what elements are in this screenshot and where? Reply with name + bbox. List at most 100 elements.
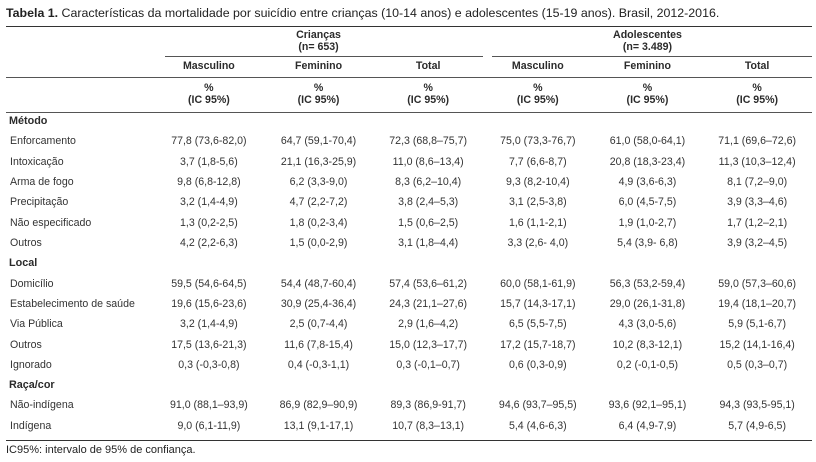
table-cell: 15,2 (14,1-16,4) (719, 338, 795, 351)
row-label: Arma de fogo (10, 175, 74, 188)
table-cell: 94,3 (93,5-95,1) (719, 399, 795, 412)
table-cell: 10,7 (8,3–13,1) (392, 419, 465, 432)
table-cell: 89,3 (86,9-91,7) (390, 399, 466, 412)
table-row: Outros 4,2 (2,2-6,3) 1,5 (0,0-2,9) 3,1 (1,8… (6, 233, 812, 253)
table-cell: 3,7 (1,8-5,6) (180, 155, 238, 168)
group-header-row: Crianças (n= 653) Adolescentes (n= 3.489) (6, 27, 812, 55)
table-row: Indígena 9,0 (6,1-11,9) 13,1 (9,1-17,1) 10,… (6, 416, 812, 436)
group-name: Crianças (296, 29, 341, 41)
table-cell: 17,2 (15,7-18,7) (500, 338, 576, 351)
table-cell: 15,0 (12,3–17,7) (389, 338, 468, 351)
row-label: Via Pública (10, 318, 63, 331)
table-cell: 19,6 (15,6-23,6) (171, 297, 247, 310)
table-body: Método Enforcamento 77,8 (73,6-82,0) 64,7 (… (6, 111, 812, 436)
unit-header: % (IC 95%) (297, 82, 340, 106)
sex-header-rule (6, 77, 812, 78)
table-cell: 3,9 (3,2–4,5) (727, 237, 788, 250)
table-cell: 71,1 (69,6–72,6) (718, 135, 796, 148)
table-caption: Características da mortalidade por suicí… (58, 6, 720, 20)
table-cell: 5,7 (4,9-6,5) (728, 419, 786, 432)
table-cell: 21,1 (16,3-25,9) (280, 155, 357, 168)
table-cell: 61,0 (58,0-64,1) (609, 135, 686, 148)
table-cell: 54,4 (48,7-60,4) (280, 277, 357, 290)
table-cell: 9,0 (6,1-11,9) (177, 419, 241, 432)
table-number: Tabela 1. (6, 6, 59, 20)
sex-header: Masculino (511, 60, 564, 72)
footnote: IC95%: intervalo de 95% de confiança. (6, 444, 196, 456)
table-cell: 4,9 (3,6-6,3) (618, 175, 677, 188)
table-cell: 1,5 (0,0-2,9) (289, 237, 348, 250)
table-row: Domicílio 59,5 (54,6-64,5) 54,4 (48,7-60,4… (6, 273, 812, 293)
table-cell: 56,3 (53,2-59,4) (609, 277, 686, 290)
sex-header: Feminino (623, 60, 671, 72)
row-label: Estabelecimento de saúde (10, 297, 135, 310)
table-cell: 3,3 (2,6- 4,0) (507, 237, 569, 250)
row-label: Outros (10, 338, 42, 351)
table-cell: 9,3 (8,2-10,4) (506, 175, 570, 188)
table-cell: 17,5 (13,6-21,3) (171, 338, 247, 351)
table-cell: 1,6 (1,1-2,1) (508, 216, 567, 229)
table-cell: 4,7 (2,2-7,2) (289, 196, 348, 209)
group-header-children: Crianças (n= 653) (154, 27, 483, 55)
top-rule (6, 26, 812, 27)
row-label: Enforcamento (10, 135, 76, 148)
table-row: Não-indígena 91,0 (88,1–93,9) 86,9 (82,9–9… (6, 395, 812, 415)
unit-header: % (IC 95%) (736, 82, 779, 106)
table-cell: 93,6 (92,1–95,1) (608, 399, 687, 412)
table-cell: 3,9 (3,3–4,6) (727, 196, 788, 209)
table-cell: 3,8 (2,4–5,3) (398, 196, 459, 209)
row-label: Indígena (10, 419, 52, 432)
row-label: Não-indígena (10, 399, 74, 412)
mortality-table: Crianças (n= 653) Adolescentes (n= 3.489) … (6, 27, 812, 436)
table-cell: 0,4 (-0,3-1,1) (287, 359, 350, 372)
table-cell: 57,4 (53,6–61,2) (389, 277, 468, 290)
table-cell: 6,2 (3,3-9,0) (289, 175, 348, 188)
sex-header: Feminino (294, 60, 343, 72)
table-cell: 29,0 (26,1-31,8) (609, 297, 686, 310)
sex-header: Masculino (182, 60, 235, 72)
table-cell: 0,3 (-0,1–0,7) (396, 359, 460, 372)
table-cell: 5,4 (4,6-6,3) (508, 419, 567, 432)
table-cell: 1,9 (1,0-2,7) (618, 216, 677, 229)
table-cell: 3,1 (2,5-3,8) (508, 196, 567, 209)
table-cell: 1,5 (0,6–2,5) (398, 216, 459, 229)
table-row: Estabelecimento de saúde 19,6 (15,6-23,6)… (6, 294, 812, 314)
table-cell: 0,2 (-0,1-0,5) (616, 359, 679, 372)
group-rule-adolescents (492, 56, 812, 57)
group-name: Adolescentes (613, 29, 682, 41)
table-cell: 11,3 (10,3–12,4) (718, 155, 796, 168)
section-heading: Local (9, 257, 38, 270)
table-cell: 4,2 (2,2-6,3) (180, 237, 238, 250)
table-cell: 5,4 (3,9- 6,8) (617, 237, 678, 250)
unit-header: % (IC 95%) (516, 82, 559, 106)
table-row: Arma de fogo 9,8 (6,8-12,8) 6,2 (3,3-9,0) 8… (6, 172, 812, 192)
bottom-rule (6, 440, 812, 441)
sex-header: Total (744, 60, 770, 72)
table-cell: 13,1 (9,1-17,1) (283, 419, 354, 432)
row-label: Domicílio (10, 277, 54, 290)
table-cell: 64,7 (59,1-70,4) (280, 135, 357, 148)
row-label: Não especificado (10, 216, 92, 229)
table-cell: 11,6 (7,8-15,4) (284, 338, 353, 351)
table-cell: 7,7 (6,6-8,7) (508, 155, 567, 168)
table-cell: 0,6 (0,3-0,9) (508, 359, 567, 372)
table-cell: 6,4 (4,9-7,9) (618, 419, 677, 432)
table-cell: 3,1 (1,8–4,4) (398, 237, 459, 250)
table-row: Ignorado 0,3 (-0,3-0,8) 0,4 (-0,3-1,1) 0,3 … (6, 355, 812, 375)
row-label: Precipitação (10, 196, 69, 209)
table-cell: 15,7 (14,3-17,1) (500, 297, 576, 310)
table-cell: 91,0 (88,1–93,9) (170, 399, 248, 412)
table-cell: 10,2 (8,3-12,1) (612, 338, 683, 351)
unit-header: % (IC 95%) (626, 82, 669, 106)
table-cell: 19,4 (18,1–20,7) (718, 297, 796, 310)
table-row: Não especificado 1,3 (0,2-2,5) 1,8 (0,2-3,… (6, 213, 812, 233)
section-row: Local (6, 253, 812, 273)
table-cell: 6,5 (5,5-7,5) (508, 318, 567, 331)
table-cell: 2,9 (1,6–4,2) (398, 318, 459, 331)
table-cell: 2,5 (0,7-4,4) (289, 318, 348, 331)
table-cell: 1,3 (0,2-2,5) (180, 216, 238, 229)
table-cell: 72,3 (68,8–75,7) (389, 135, 468, 148)
sex-header-row: Masculino Feminino Total Masculino Femin… (6, 55, 812, 77)
table-title: Tabela 1. Características da mortalidade… (6, 6, 719, 20)
table-cell: 1,8 (0,2-3,4) (289, 216, 348, 229)
